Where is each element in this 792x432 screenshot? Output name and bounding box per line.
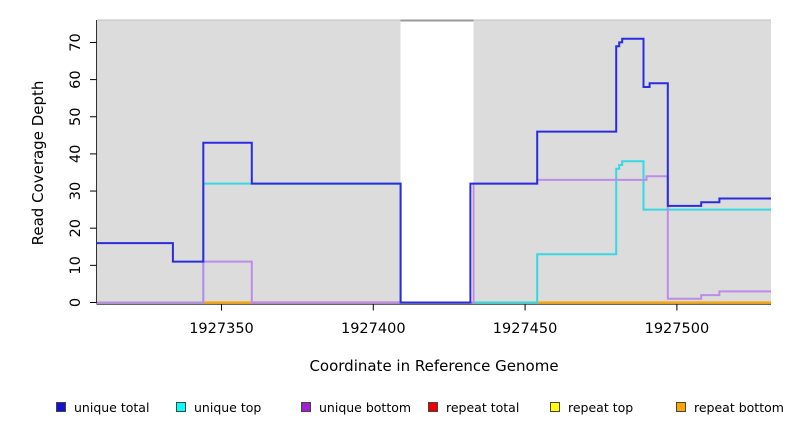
y-axis-title: Read Coverage Depth bbox=[29, 80, 47, 246]
series-unique-bottom bbox=[97, 175, 771, 304]
x-axis-title: Coordinate in Reference Genome bbox=[309, 357, 559, 375]
y-tick-label: 30 bbox=[68, 182, 84, 200]
legend-swatch bbox=[56, 402, 66, 412]
legend-item: unique total bbox=[56, 399, 149, 415]
legend-label: repeat bottom bbox=[694, 399, 784, 415]
legend-label: repeat total bbox=[446, 399, 520, 415]
x-tick-label: 1927450 bbox=[493, 321, 558, 337]
legend-label: repeat top bbox=[568, 399, 634, 415]
y-tick-label: 40 bbox=[68, 145, 84, 163]
plot-canvas: 1927350 1927400 1927450 1927500 0 10 20 30 40 50 6… bbox=[68, 19, 771, 337]
legend-item: repeat total bbox=[428, 399, 519, 415]
y-tick-label: 70 bbox=[68, 33, 84, 51]
y-tick-label: 50 bbox=[68, 108, 84, 126]
legend-swatch bbox=[428, 402, 438, 412]
x-tick-label: 1927350 bbox=[189, 321, 254, 337]
legend: unique total unique top unique bottom repea… bbox=[0, 399, 792, 419]
legend-item: unique top bbox=[176, 399, 261, 415]
y-tick-label: 60 bbox=[68, 70, 84, 88]
legend-item: repeat bottom bbox=[676, 399, 784, 415]
legend-item: unique bottom bbox=[301, 399, 411, 415]
y-tick-label: 10 bbox=[68, 256, 84, 274]
y-tick-label: 0 bbox=[68, 298, 84, 307]
no-data-gap-band bbox=[400, 20, 474, 304]
legend-swatch bbox=[550, 402, 560, 412]
legend-label: unique total bbox=[74, 399, 150, 415]
legend-swatch bbox=[676, 402, 686, 412]
no-data-gap-top-edge bbox=[400, 19, 474, 22]
series-unique-total bbox=[97, 37, 771, 304]
legend-swatch bbox=[301, 402, 311, 412]
legend-label: unique top bbox=[194, 399, 262, 415]
legend-swatch bbox=[176, 402, 186, 412]
legend-label: unique bottom bbox=[319, 399, 412, 415]
x-tick-label: 1927400 bbox=[341, 321, 406, 337]
y-tick-label: 20 bbox=[68, 219, 84, 237]
x-tick-label: 1927500 bbox=[645, 321, 710, 337]
legend-item: repeat top bbox=[550, 399, 633, 415]
